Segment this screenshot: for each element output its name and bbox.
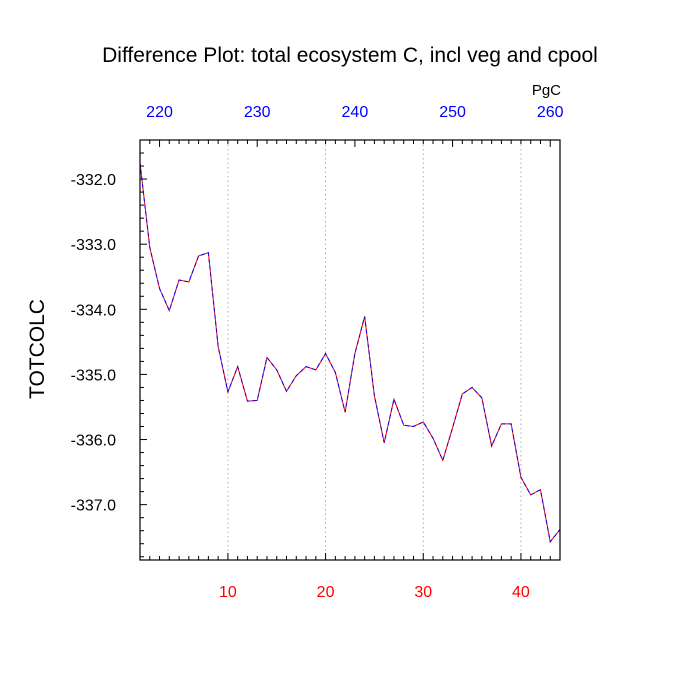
x-tick-label: 20 [317, 584, 335, 601]
top-tick-label: 230 [244, 104, 271, 121]
y-tick-label: -336.0 [71, 433, 116, 450]
y-tick-label: -337.0 [71, 498, 116, 515]
y-tick-label: -333.0 [71, 237, 116, 254]
chart-title: Difference Plot: total ecosystem C, incl… [102, 44, 598, 67]
top-tick-label: 250 [439, 104, 466, 121]
series-line-dashed [139, 162, 561, 543]
y-tick-label: -332.0 [71, 172, 116, 189]
series-line [139, 162, 561, 543]
y-axis-label: TOTCOLC [26, 299, 49, 399]
tick-label-layer: 10 20 30 40 220 230 240 250 260 -332.0 -333.0 -334.… [71, 104, 564, 601]
top-tick-label: 220 [146, 104, 173, 121]
top-tick-label: 260 [537, 104, 564, 121]
x-tick-label: 30 [414, 584, 432, 601]
top-tick-label: 240 [342, 104, 369, 121]
units-label: PgC [532, 82, 561, 99]
x-tick-label: 10 [219, 584, 237, 601]
x-tick-label: 40 [512, 584, 530, 601]
tick-layer [139, 139, 561, 560]
series-layer [139, 162, 561, 543]
grid-layer [227, 140, 522, 560]
y-tick-label: -334.0 [71, 302, 116, 319]
y-tick-label: -335.0 [71, 367, 116, 384]
plot-frame [139, 139, 561, 561]
